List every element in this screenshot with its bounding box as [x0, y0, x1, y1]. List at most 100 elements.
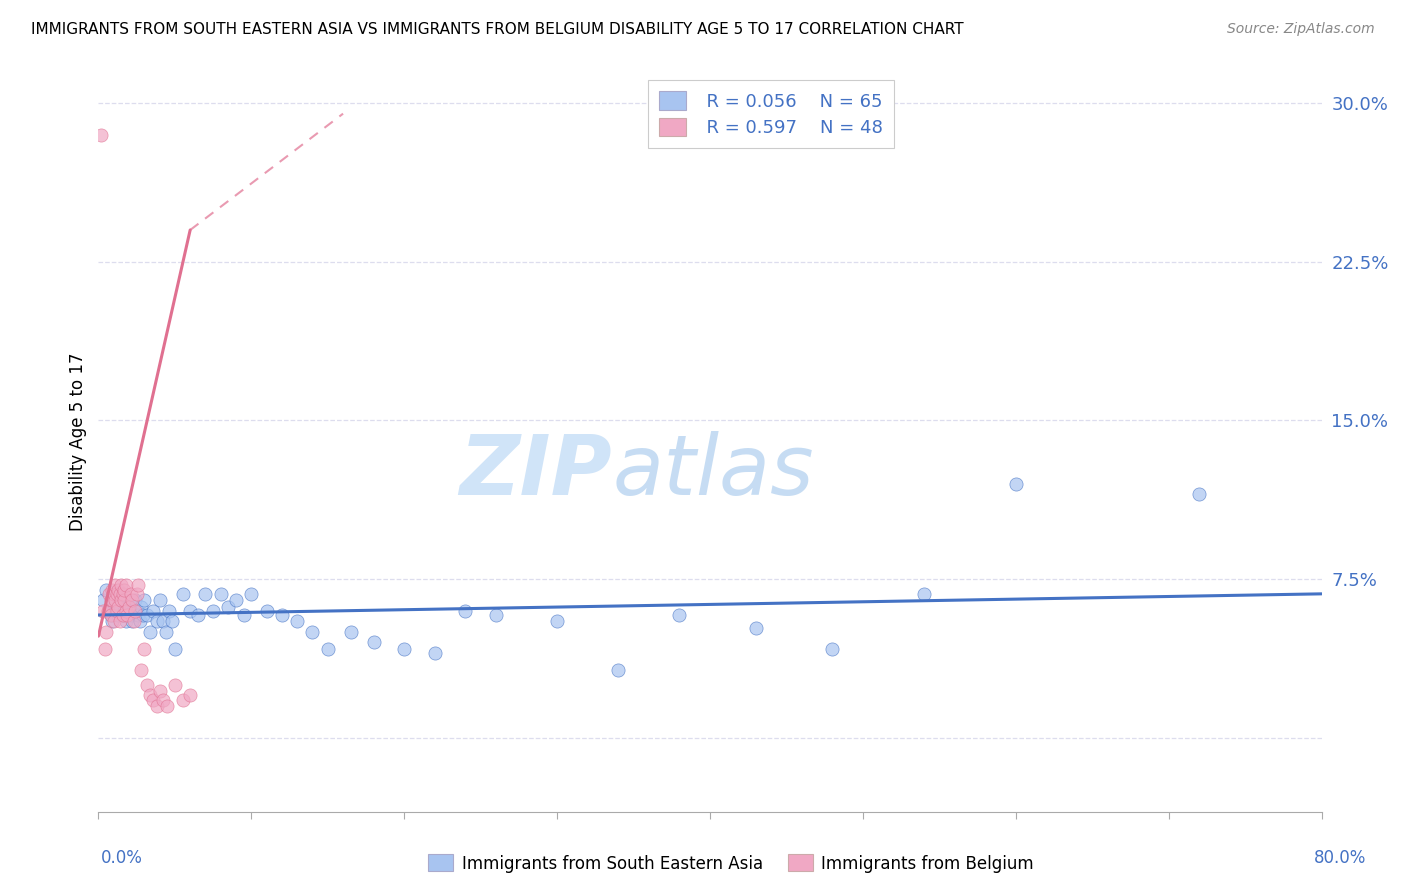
Point	[101, 615, 124, 629]
Point	[90, 128, 112, 142]
Point	[668, 607, 690, 622]
Point	[101, 582, 124, 597]
Legend: Immigrants from South Eastern Asia, Immigrants from Belgium: Immigrants from South Eastern Asia, Immi…	[422, 847, 1040, 880]
Point	[112, 593, 135, 607]
Point	[100, 607, 122, 622]
Point	[125, 587, 148, 601]
Point	[111, 587, 134, 601]
Point	[91, 593, 114, 607]
Point	[339, 624, 361, 639]
Point	[127, 578, 149, 592]
Point	[121, 593, 143, 607]
Point	[423, 646, 446, 660]
Point	[105, 604, 128, 618]
Point	[157, 604, 180, 618]
Point	[124, 593, 146, 607]
Point	[179, 689, 201, 703]
Point	[142, 692, 165, 706]
Y-axis label: Disability Age 5 to 17: Disability Age 5 to 17	[69, 352, 87, 531]
Point	[122, 615, 145, 629]
Text: 0.0%: 0.0%	[101, 849, 143, 867]
Point	[121, 615, 143, 629]
Point	[107, 607, 129, 622]
Point	[103, 615, 125, 629]
Text: atlas: atlas	[612, 431, 814, 512]
Point	[94, 582, 117, 597]
Point	[156, 698, 179, 713]
Point	[136, 607, 159, 622]
Point	[132, 607, 155, 622]
Point	[97, 604, 120, 618]
Point	[105, 587, 128, 601]
Point	[821, 641, 844, 656]
Point	[240, 587, 263, 601]
Point	[103, 587, 125, 601]
Point	[136, 678, 159, 692]
Point	[134, 593, 156, 607]
Point	[105, 604, 128, 618]
Point	[316, 641, 339, 656]
Point	[108, 587, 131, 601]
Point	[107, 599, 129, 614]
Point	[454, 604, 477, 618]
Point	[118, 604, 141, 618]
Point	[100, 593, 122, 607]
Point	[104, 578, 127, 592]
Point	[160, 615, 183, 629]
Point	[110, 593, 132, 607]
Point	[134, 641, 156, 656]
Point	[104, 593, 127, 607]
Point	[129, 599, 152, 614]
Point	[112, 582, 135, 597]
Point	[485, 607, 508, 622]
Point	[1004, 476, 1026, 491]
Point	[108, 615, 131, 629]
Point	[111, 607, 134, 622]
Point	[98, 604, 121, 618]
Point	[124, 604, 146, 618]
Point	[145, 698, 167, 713]
Point	[127, 607, 149, 622]
Point	[145, 615, 167, 629]
Point	[110, 593, 132, 607]
Point	[172, 587, 194, 601]
Point	[120, 607, 142, 622]
Point	[152, 615, 174, 629]
Point	[546, 615, 568, 629]
Point	[115, 578, 138, 592]
Point	[117, 607, 139, 622]
Point	[745, 621, 768, 635]
Point	[101, 593, 124, 607]
Point	[117, 599, 139, 614]
Point	[1188, 487, 1211, 501]
Point	[103, 599, 125, 614]
Point	[607, 663, 630, 677]
Point	[149, 593, 172, 607]
Point	[125, 604, 148, 618]
Point	[110, 578, 132, 592]
Text: IMMIGRANTS FROM SOUTH EASTERN ASIA VS IMMIGRANTS FROM BELGIUM DISABILITY AGE 5 T: IMMIGRANTS FROM SOUTH EASTERN ASIA VS IM…	[31, 22, 963, 37]
Point	[108, 599, 131, 614]
Text: Source: ZipAtlas.com: Source: ZipAtlas.com	[1227, 22, 1375, 37]
Legend:   R = 0.056    N = 65,   R = 0.597    N = 48: R = 0.056 N = 65, R = 0.597 N = 48	[648, 80, 894, 148]
Point	[107, 582, 129, 597]
Point	[179, 604, 201, 618]
Point	[256, 604, 278, 618]
Point	[100, 607, 122, 622]
Point	[139, 624, 162, 639]
Point	[112, 604, 135, 618]
Point	[232, 607, 254, 622]
Point	[94, 624, 117, 639]
Point	[152, 692, 174, 706]
Point	[301, 624, 323, 639]
Point	[129, 663, 152, 677]
Point	[149, 684, 172, 698]
Point	[270, 607, 292, 622]
Point	[194, 587, 217, 601]
Point	[172, 692, 194, 706]
Point	[142, 604, 165, 618]
Point	[285, 615, 308, 629]
Point	[163, 641, 186, 656]
Point	[209, 587, 232, 601]
Point	[363, 635, 385, 649]
